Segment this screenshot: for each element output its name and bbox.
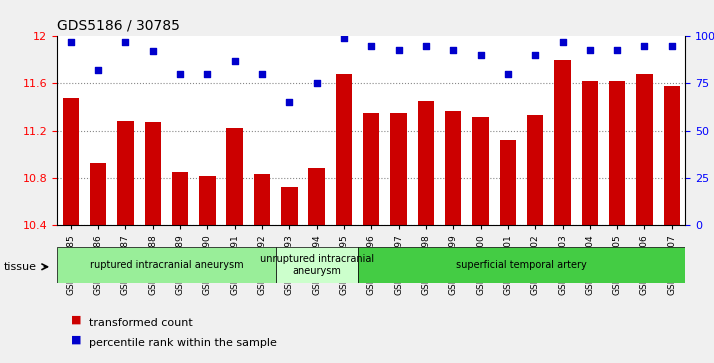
- Bar: [281, 187, 298, 225]
- Bar: [199, 176, 216, 225]
- Text: ■: ■: [71, 315, 82, 325]
- Point: [283, 99, 295, 105]
- Bar: [63, 98, 79, 225]
- Point: [311, 81, 322, 86]
- Point: [120, 39, 131, 45]
- Bar: [418, 101, 434, 225]
- Point: [666, 43, 678, 49]
- Point: [338, 35, 350, 41]
- Bar: [527, 115, 543, 225]
- Text: GDS5186 / 30785: GDS5186 / 30785: [57, 18, 180, 32]
- Text: percentile rank within the sample: percentile rank within the sample: [89, 338, 277, 348]
- Bar: [473, 117, 489, 225]
- Bar: [554, 60, 570, 225]
- Point: [584, 46, 595, 52]
- Point: [421, 43, 432, 49]
- Point: [147, 49, 159, 54]
- Point: [229, 58, 241, 64]
- FancyBboxPatch shape: [57, 247, 276, 283]
- Bar: [391, 113, 407, 225]
- Point: [557, 39, 568, 45]
- Bar: [253, 174, 270, 225]
- Point: [611, 46, 623, 52]
- Bar: [445, 111, 461, 225]
- Point: [502, 71, 513, 77]
- Text: superficial temporal artery: superficial temporal artery: [456, 260, 587, 270]
- Point: [174, 71, 186, 77]
- FancyBboxPatch shape: [276, 247, 358, 283]
- Bar: [308, 168, 325, 225]
- Bar: [90, 163, 106, 225]
- Point: [448, 46, 459, 52]
- Text: transformed count: transformed count: [89, 318, 193, 328]
- Bar: [500, 140, 516, 225]
- Bar: [144, 122, 161, 225]
- Point: [65, 39, 76, 45]
- Point: [92, 68, 104, 73]
- Point: [256, 71, 268, 77]
- Bar: [609, 81, 625, 225]
- Point: [639, 43, 650, 49]
- Point: [530, 52, 541, 58]
- Text: ■: ■: [71, 335, 82, 345]
- Point: [393, 46, 404, 52]
- Text: unruptured intracranial
aneurysm: unruptured intracranial aneurysm: [260, 254, 373, 276]
- Point: [475, 52, 486, 58]
- Bar: [663, 86, 680, 225]
- Bar: [117, 121, 134, 225]
- Text: ruptured intracranial aneurysm: ruptured intracranial aneurysm: [89, 260, 243, 270]
- Bar: [363, 113, 379, 225]
- Bar: [582, 81, 598, 225]
- Text: tissue: tissue: [4, 262, 36, 272]
- Bar: [636, 74, 653, 225]
- FancyBboxPatch shape: [358, 247, 685, 283]
- Bar: [226, 129, 243, 225]
- Bar: [172, 172, 188, 225]
- Bar: [336, 74, 352, 225]
- Point: [201, 71, 213, 77]
- Point: [366, 43, 377, 49]
